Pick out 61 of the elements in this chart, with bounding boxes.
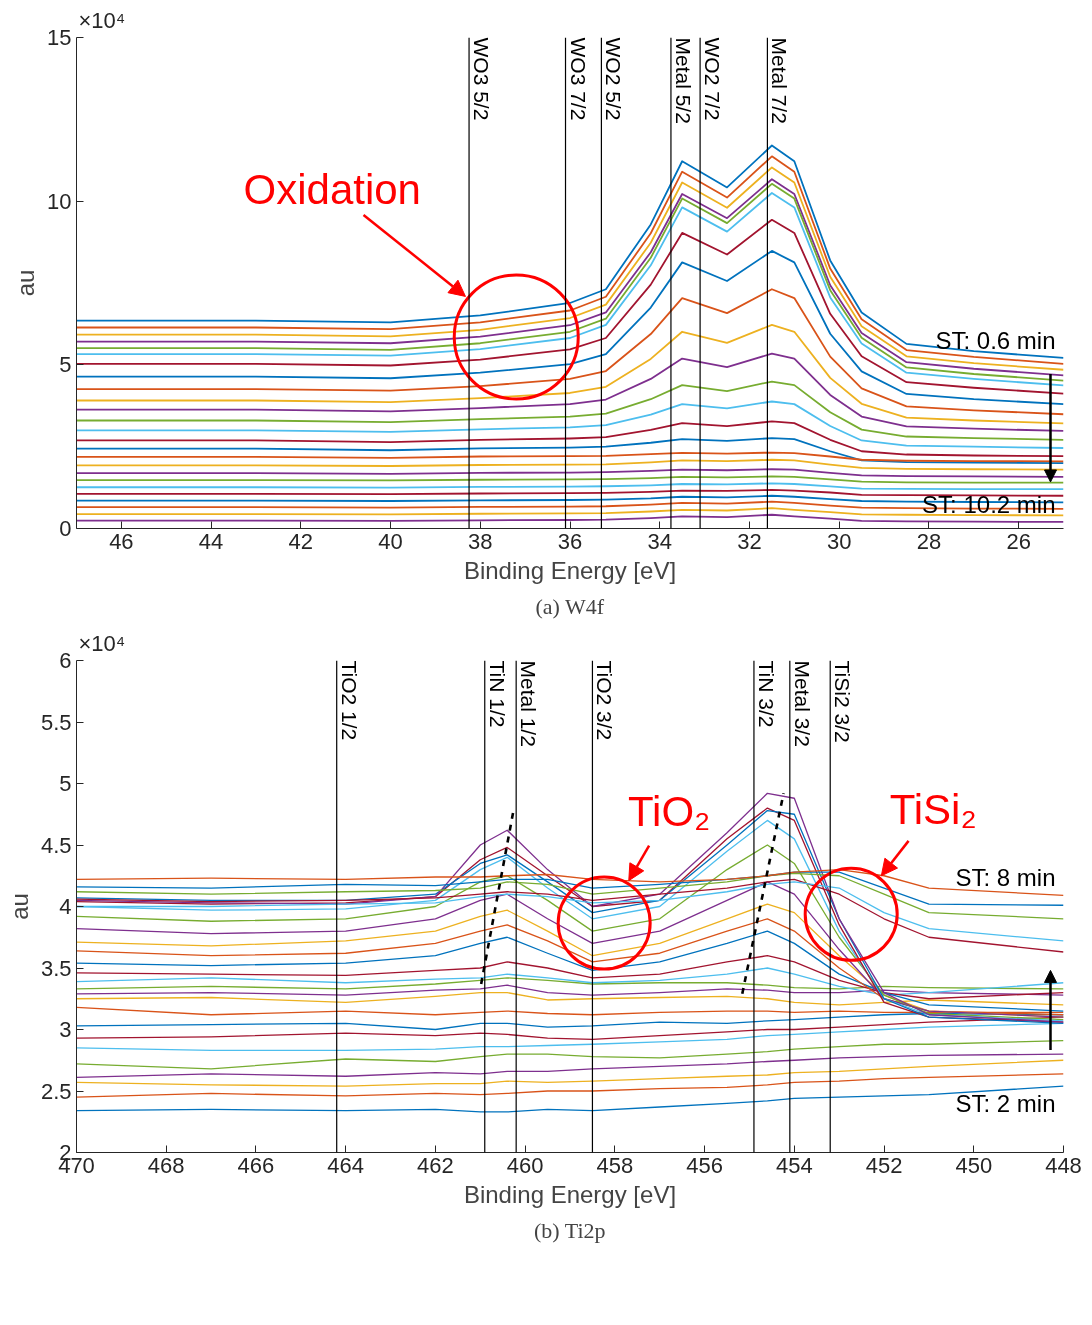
text: (a) W4f — [535, 593, 605, 619]
x-tick-label: 448 — [1045, 1152, 1082, 1178]
x-tick-label: 450 — [955, 1152, 993, 1178]
x-tick-label: 458 — [596, 1152, 634, 1178]
x-tick-label: 464 — [327, 1152, 365, 1178]
x-tick-label: 462 — [417, 1152, 454, 1178]
y-tick-label: 10 — [47, 188, 72, 214]
x-axis-title: Binding Energy [eV] — [463, 556, 677, 584]
annotation: ST: 0.6 min — [935, 326, 1056, 354]
x-tick-label: 466 — [237, 1152, 275, 1178]
x-tick-label: 36 — [557, 528, 583, 554]
ref-line-label: Metal 7/2 — [768, 37, 792, 124]
ref-line-label: WO2 7/2 — [701, 37, 725, 121]
y-tick-label: 4 — [59, 894, 72, 919]
y-tick-label: 3 — [59, 1017, 72, 1042]
y-tick-label: 15 — [47, 25, 72, 50]
annotation: ST: 2 min — [955, 1090, 1056, 1118]
x-tick-label: 452 — [865, 1152, 903, 1178]
y-tick-label: 4.5 — [40, 832, 72, 858]
x-tick-label: 32 — [737, 528, 762, 554]
x-tick-label: 454 — [775, 1152, 813, 1178]
x-tick-label: 42 — [288, 528, 314, 554]
ref-line-label: TiO2 3/2 — [593, 660, 617, 741]
ref-line-label: WO2 5/2 — [602, 37, 626, 121]
ref-line-label: TiN 1/2 — [485, 660, 509, 728]
ref-line-label: Metal 5/2 — [671, 37, 695, 124]
annotation: Oxidation — [243, 166, 421, 214]
ref-line-label: WO3 5/2 — [470, 37, 494, 121]
y-tick-label: 5 — [59, 771, 72, 796]
annotation: TiSi₂ — [889, 785, 977, 833]
x-tick-label: 30 — [826, 528, 852, 554]
ref-line-label: WO3 7/2 — [566, 37, 590, 121]
y-axis-title: au — [12, 269, 40, 297]
text: ×10⁴ — [78, 630, 126, 656]
y-tick-label: 5.5 — [40, 709, 72, 735]
ref-line-label: TiSi2 3/2 — [831, 660, 855, 743]
annotation: TiO₂ — [627, 787, 711, 835]
y-tick-label: 6 — [59, 648, 72, 673]
x-tick-label: 468 — [147, 1152, 185, 1178]
x-tick-label: 460 — [506, 1152, 544, 1178]
x-tick-label: 28 — [916, 528, 942, 554]
ref-line-label: Metal 1/2 — [517, 660, 541, 747]
ref-line-label: TiN 3/2 — [754, 660, 778, 728]
y-tick-label: 5 — [59, 352, 72, 378]
y-axis-title: au — [5, 893, 33, 920]
x-axis-title: Binding Energy [eV] — [463, 1180, 677, 1208]
x-tick-label: 46 — [109, 528, 134, 554]
x-tick-label: 44 — [198, 528, 224, 554]
x-tick-label: 38 — [468, 528, 493, 554]
annotation: ST: 8 min — [955, 864, 1056, 892]
x-tick-label: 456 — [686, 1152, 723, 1178]
y-tick-label: 2.5 — [40, 1078, 72, 1104]
y-tick-label: 0 — [59, 516, 72, 541]
y-tick-label: 3.5 — [40, 955, 72, 981]
text: ×10⁴ — [78, 7, 126, 33]
text: (b) Ti2p — [534, 1217, 606, 1243]
ref-line-label: TiO2 1/2 — [337, 660, 361, 741]
x-tick-label: 40 — [378, 528, 403, 554]
x-tick-label: 34 — [647, 528, 672, 554]
x-tick-label: 26 — [1006, 528, 1031, 554]
ref-line-label: Metal 3/2 — [790, 660, 814, 747]
